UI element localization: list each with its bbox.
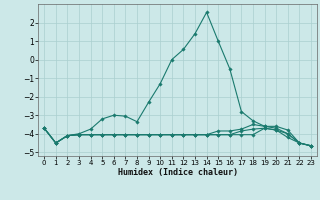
X-axis label: Humidex (Indice chaleur): Humidex (Indice chaleur): [118, 168, 238, 177]
